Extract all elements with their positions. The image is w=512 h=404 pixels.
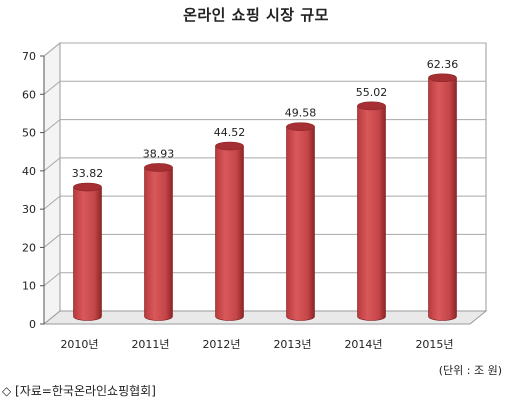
side-wall	[43, 41, 61, 326]
bar	[73, 182, 102, 321]
bar-top	[215, 141, 244, 151]
y-tick-label: 40	[22, 165, 36, 178]
y-tick-label: 20	[22, 241, 36, 254]
x-tick-label: 2014년	[344, 338, 382, 351]
y-axis-ticks: 0 10 20 30 40 50 60 70	[22, 50, 45, 331]
bar	[357, 101, 386, 321]
gridline	[43, 42, 486, 57]
gridline	[43, 119, 486, 133]
y-tick-label: 30	[22, 203, 36, 216]
bars	[73, 73, 457, 321]
plot-frame	[42, 41, 488, 326]
source-note: ◇ [자료=한국온라인쇼핑협회]	[2, 384, 156, 398]
data-labels: 33.82 38.93 44.52 49.58 55.02 62.36	[72, 58, 459, 180]
y-tick-label: 50	[22, 127, 36, 140]
bar	[428, 73, 457, 321]
chart-title: 온라인 쇼핑 시장 규모	[183, 6, 329, 24]
gridline	[43, 195, 486, 210]
bar	[286, 122, 315, 321]
back-wall	[59, 42, 487, 312]
bar	[144, 163, 173, 321]
x-tick-label: 2011년	[131, 338, 169, 351]
data-label: 44.52	[214, 126, 246, 139]
grid-lines	[43, 42, 486, 287]
bar-top	[73, 182, 102, 192]
bar-body	[215, 145, 244, 321]
x-tick-label: 2015년	[415, 338, 453, 351]
bar-body	[144, 167, 173, 321]
bar-body	[428, 77, 457, 321]
unit-note: (단위 : 조 원)	[438, 364, 502, 377]
y-tick-label: 60	[22, 88, 36, 101]
gridline	[43, 272, 486, 287]
bar	[215, 141, 244, 321]
y-tick-label: 10	[22, 280, 36, 293]
floor	[42, 310, 488, 325]
bar-top	[357, 101, 386, 111]
x-axis-ticks: 2010년 2011년 2012년 2013년 2014년 2015년	[60, 338, 453, 351]
x-tick-label: 2012년	[202, 338, 240, 351]
bar-top	[286, 122, 315, 131]
bar-top	[144, 163, 173, 172]
bar-body	[286, 126, 315, 321]
gridline	[43, 157, 486, 172]
data-label: 38.93	[143, 147, 175, 160]
bar-body	[73, 186, 102, 321]
x-tick-label: 2010년	[60, 338, 98, 351]
x-tick-label: 2013년	[273, 338, 311, 351]
bar-body	[357, 105, 386, 321]
data-label: 33.82	[72, 167, 104, 180]
data-label: 49.58	[285, 107, 317, 120]
y-tick-label: 0	[29, 318, 36, 331]
data-label: 55.02	[356, 86, 388, 99]
gridline	[43, 233, 486, 248]
y-tick-label: 70	[22, 50, 36, 63]
data-label: 62.36	[427, 58, 459, 71]
bar-top	[428, 73, 457, 83]
gridline	[43, 80, 486, 95]
